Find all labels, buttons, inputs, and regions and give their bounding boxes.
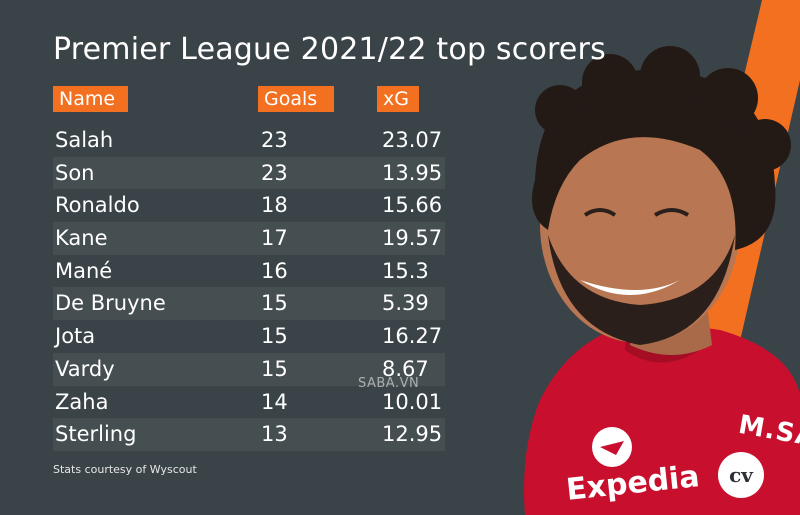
table-row: Zaha 14 10.01 bbox=[53, 386, 445, 419]
xg-value: 13.95 bbox=[382, 160, 443, 185]
xg-value: 16.27 bbox=[382, 324, 443, 349]
xg-value: 23.07 bbox=[382, 128, 443, 152]
player-name: Mané bbox=[55, 258, 113, 283]
xg-value: 8.67 bbox=[382, 356, 429, 381]
xg-value: 5.39 bbox=[382, 291, 429, 316]
player-name: Ronaldo bbox=[55, 193, 140, 218]
player-name: Son bbox=[55, 160, 95, 185]
goals-value: 14 bbox=[261, 389, 288, 414]
xg-value: 15.66 bbox=[382, 193, 443, 218]
column-header-name: Name bbox=[53, 86, 128, 112]
goals-value: 23 bbox=[261, 160, 288, 185]
source-footnote: Stats courtesy of Wyscout bbox=[53, 463, 197, 476]
table-row: Sterling 13 12.95 bbox=[53, 418, 445, 451]
goals-value: 13 bbox=[261, 422, 288, 447]
goals-value: 23 bbox=[261, 128, 288, 152]
xg-value: 15.3 bbox=[382, 258, 429, 283]
table-row: De Bruyne 15 5.39 bbox=[53, 287, 445, 321]
scorers-table: Salah 23 23.07 Son 23 13.95 Ronaldo 18 15.66 K… bbox=[53, 124, 453, 451]
goals-value: 15 bbox=[261, 356, 288, 381]
table-row: Vardy 15 8.67 bbox=[53, 352, 445, 386]
player-name: Sterling bbox=[55, 422, 137, 447]
xg-value: 19.57 bbox=[382, 226, 443, 251]
player-name: Salah bbox=[55, 128, 114, 152]
table-row: Salah 23 23.07 bbox=[53, 124, 445, 157]
player-name: Jota bbox=[55, 324, 96, 349]
goals-value: 15 bbox=[261, 324, 288, 349]
player-name: Vardy bbox=[55, 356, 115, 381]
watermark-text: SABA.VN bbox=[358, 376, 420, 391]
column-header-goals: Goals bbox=[258, 86, 334, 112]
player-name: Zaha bbox=[55, 389, 109, 414]
xg-value: 12.95 bbox=[382, 422, 443, 447]
table-row: Jota 15 16.27 bbox=[53, 320, 445, 353]
goals-value: 18 bbox=[261, 193, 288, 218]
player-name: Kane bbox=[55, 226, 108, 251]
table-row: Mané 16 15.3 bbox=[53, 255, 445, 288]
goals-value: 15 bbox=[261, 291, 288, 316]
table-row: Ronaldo 18 15.66 bbox=[53, 189, 445, 222]
player-name: De Bruyne bbox=[55, 291, 166, 316]
table-row: Kane 17 19.57 bbox=[53, 222, 445, 255]
goals-value: 17 bbox=[261, 226, 288, 251]
column-header-xg: xG bbox=[377, 86, 419, 112]
table-row: Son 23 13.95 bbox=[53, 156, 445, 190]
xg-value: 10.01 bbox=[382, 389, 443, 414]
goals-value: 16 bbox=[261, 258, 288, 283]
page-title: Premier League 2021/22 top scorers bbox=[53, 32, 606, 67]
cv-logo-icon: cv bbox=[718, 452, 764, 498]
